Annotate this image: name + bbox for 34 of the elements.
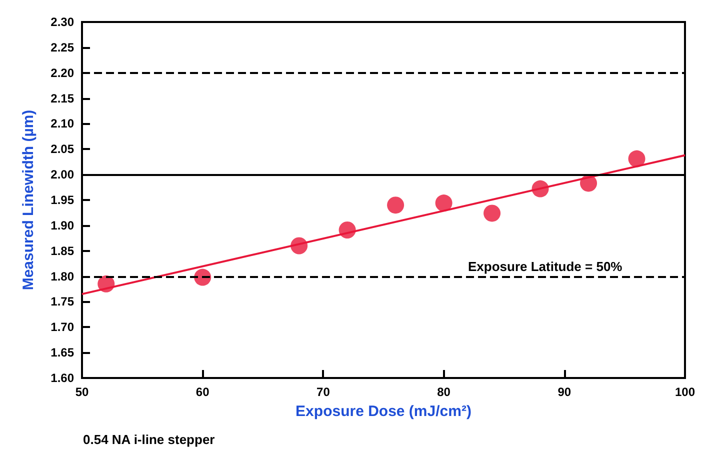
- x-tick-label: 50: [75, 385, 89, 399]
- y-tick-label: 1.70: [50, 320, 74, 334]
- x-tick-label: 100: [674, 385, 696, 399]
- y-tick-label: 2.20: [50, 66, 74, 80]
- y-tick-label: 2.00: [50, 168, 74, 182]
- point: [98, 275, 115, 292]
- y-axis-title: Measured Linewidth (µm): [20, 110, 37, 290]
- point: [338, 222, 356, 238]
- y-tick-label: 1.85: [50, 244, 74, 258]
- text: 0.54 NA i-line stepper: [83, 432, 215, 447]
- y-tick-label: 2.10: [50, 116, 74, 131]
- y-tick-label: 2.25: [50, 40, 74, 54]
- y-tick-label: 1.60: [50, 371, 74, 385]
- point: [532, 180, 549, 198]
- x-tick-label: 70: [316, 385, 330, 399]
- y-tick-label: 1.65: [50, 346, 74, 360]
- annotation: Exposure Latitude = 50%: [468, 259, 623, 274]
- y-tick-label: 2.15: [50, 91, 74, 106]
- point: [484, 204, 501, 222]
- point: [580, 174, 598, 192]
- y-tick-label: 2.05: [50, 142, 74, 156]
- y-tick-label: 1.75: [50, 294, 74, 309]
- y-tick-label: 2.30: [50, 15, 74, 29]
- y-tick-label: 1.80: [50, 269, 74, 284]
- x-axis-title: Exposure Dose (mJ/cm²): [296, 403, 472, 420]
- point: [628, 150, 646, 168]
- y-tick-label: 1.90: [50, 218, 74, 232]
- x-tick-label: 60: [196, 385, 210, 399]
- point: [290, 237, 308, 254]
- point: [387, 196, 404, 214]
- x-tick-label: 90: [558, 385, 572, 399]
- point: [435, 194, 452, 212]
- y-tick-label: 1.95: [50, 193, 74, 207]
- x-tick-label: 80: [437, 385, 451, 399]
